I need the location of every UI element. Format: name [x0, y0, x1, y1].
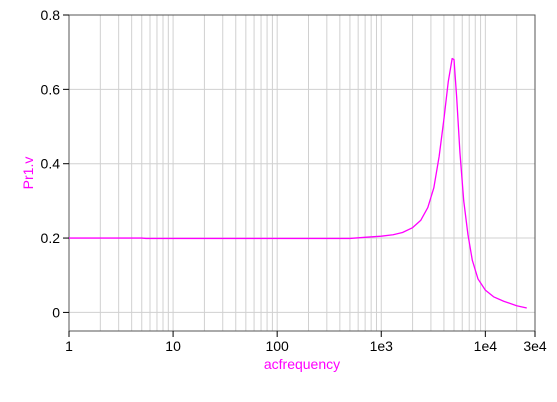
x-tick-label: 3e4	[523, 338, 547, 354]
x-axis-title: acfrequency	[264, 356, 340, 372]
axis-ticks: 1 10 100 1e3 1e4 3e4 0 0.2 0.4 0.6 0.8	[41, 7, 547, 354]
plot-frame	[68, 14, 536, 332]
x-tick-label: 1e4	[474, 338, 498, 354]
y-tick-label: 0.8	[41, 7, 61, 23]
y-tick-label: 0	[52, 304, 60, 320]
y-tick-label: 0.2	[41, 230, 61, 246]
y-tick-label: 0.6	[41, 81, 61, 97]
x-tick-label: 10	[165, 338, 181, 354]
series-line	[69, 57, 527, 309]
x-tick-label: 100	[265, 338, 289, 354]
series-layer	[69, 57, 527, 309]
x-tick-label: 1e3	[370, 338, 394, 354]
y-axis-title: Pr1.v	[20, 157, 36, 190]
x-tick-label: 1	[65, 338, 73, 354]
y-tick-label: 0.4	[41, 156, 61, 172]
